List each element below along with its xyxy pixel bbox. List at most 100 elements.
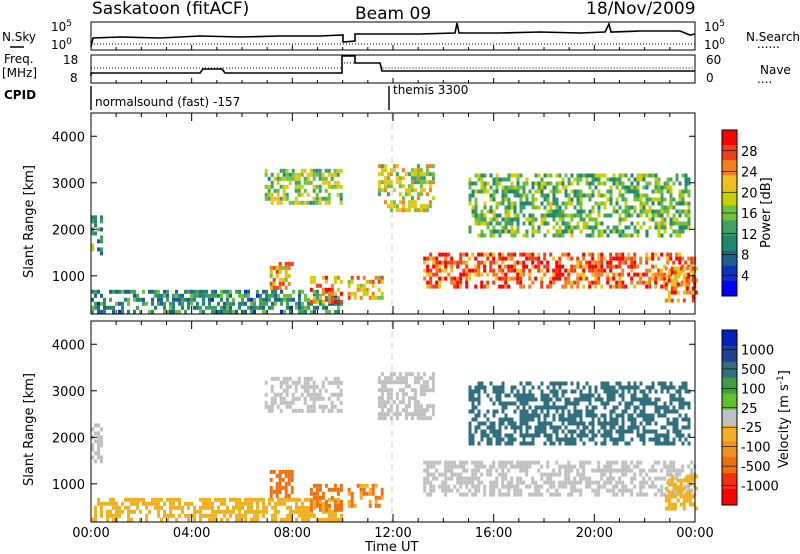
data-cell bbox=[519, 468, 523, 473]
data-cell bbox=[190, 289, 193, 294]
data-cell bbox=[597, 488, 601, 493]
data-cell bbox=[558, 425, 562, 430]
data-cell bbox=[522, 181, 526, 186]
data-cell bbox=[441, 252, 445, 257]
data-cell bbox=[333, 380, 337, 385]
data-cell bbox=[425, 384, 429, 389]
data-cell bbox=[603, 401, 607, 406]
data-cell bbox=[459, 480, 463, 485]
data-cell bbox=[690, 268, 694, 273]
data-cell bbox=[630, 221, 634, 226]
data-cell bbox=[513, 260, 517, 265]
data-cell bbox=[633, 256, 637, 261]
data-cell bbox=[663, 381, 667, 386]
data-cell bbox=[166, 497, 169, 502]
data-cell bbox=[407, 184, 411, 189]
data-cell bbox=[654, 492, 658, 497]
data-cell bbox=[300, 392, 304, 397]
data-cell bbox=[636, 264, 640, 269]
data-cell bbox=[627, 413, 631, 418]
data-cell bbox=[471, 401, 475, 406]
data-cell bbox=[522, 397, 526, 402]
data-cell bbox=[691, 290, 695, 295]
data-cell bbox=[531, 181, 535, 186]
data-cell bbox=[336, 287, 340, 292]
data-cell bbox=[276, 404, 280, 409]
data-cell bbox=[244, 517, 247, 522]
data-cell bbox=[678, 437, 682, 442]
data-cell bbox=[480, 185, 484, 190]
data-cell bbox=[645, 185, 649, 190]
data-cell bbox=[498, 417, 502, 422]
data-cell bbox=[522, 213, 526, 218]
data-cell bbox=[645, 280, 649, 285]
data-cell bbox=[431, 404, 435, 409]
data-cell bbox=[492, 421, 496, 426]
data-cell bbox=[498, 397, 502, 402]
data-cell bbox=[193, 517, 196, 522]
data-cell bbox=[597, 181, 601, 186]
data-cell bbox=[492, 213, 496, 218]
data-cell bbox=[672, 484, 676, 489]
data-cell bbox=[284, 265, 288, 270]
data-cell bbox=[642, 221, 646, 226]
data-cell bbox=[663, 405, 667, 410]
data-cell bbox=[570, 233, 574, 238]
data-cell bbox=[428, 184, 432, 189]
data-cell bbox=[247, 501, 250, 506]
data-cell bbox=[528, 492, 532, 497]
data-cell bbox=[327, 168, 331, 173]
data-cell bbox=[313, 505, 316, 510]
data-cell bbox=[389, 172, 393, 177]
data-cell bbox=[422, 204, 426, 209]
data-cell bbox=[667, 506, 671, 511]
data-cell bbox=[429, 488, 433, 493]
data-cell bbox=[678, 413, 682, 418]
data-cell bbox=[564, 480, 568, 485]
data-cell bbox=[301, 301, 304, 306]
colorbar-tick-label: 24 bbox=[741, 166, 758, 181]
data-cell bbox=[333, 404, 337, 409]
data-cell bbox=[567, 272, 571, 277]
data-cell bbox=[612, 205, 616, 210]
data-cell bbox=[232, 497, 235, 502]
data-cell bbox=[549, 425, 553, 430]
data-cell bbox=[618, 393, 622, 398]
data-cell bbox=[371, 491, 375, 496]
data-cell bbox=[127, 289, 130, 294]
data-cell bbox=[612, 272, 616, 277]
data-cell bbox=[291, 408, 295, 413]
data-cell bbox=[675, 421, 679, 426]
data-cell bbox=[678, 397, 682, 402]
data-cell bbox=[639, 409, 643, 414]
data-cell bbox=[627, 256, 631, 261]
data-cell bbox=[395, 208, 399, 213]
data-cell bbox=[275, 285, 279, 290]
data-cell bbox=[621, 472, 625, 477]
data-cell bbox=[422, 408, 426, 413]
data-cell bbox=[356, 275, 360, 280]
data-cell bbox=[407, 396, 411, 401]
data-cell bbox=[474, 264, 478, 269]
data-cell bbox=[238, 501, 241, 506]
data-cell bbox=[624, 472, 628, 477]
data-cell bbox=[309, 376, 313, 381]
data-cell bbox=[450, 280, 454, 285]
data-cell bbox=[648, 173, 652, 178]
data-cell bbox=[401, 376, 405, 381]
data-cell bbox=[609, 421, 613, 426]
data-cell bbox=[540, 397, 544, 402]
data-cell bbox=[413, 176, 417, 181]
data-cell bbox=[510, 225, 514, 230]
data-cell bbox=[288, 176, 292, 181]
data-cell bbox=[94, 513, 97, 518]
data-cell bbox=[636, 193, 640, 198]
data-cell bbox=[462, 268, 466, 273]
data-cell bbox=[94, 459, 97, 464]
data-cell bbox=[483, 221, 487, 226]
data-cell bbox=[392, 400, 396, 405]
data-cell bbox=[525, 417, 529, 422]
data-cell bbox=[633, 476, 637, 481]
data-cell bbox=[498, 401, 502, 406]
data-cell bbox=[318, 196, 322, 201]
